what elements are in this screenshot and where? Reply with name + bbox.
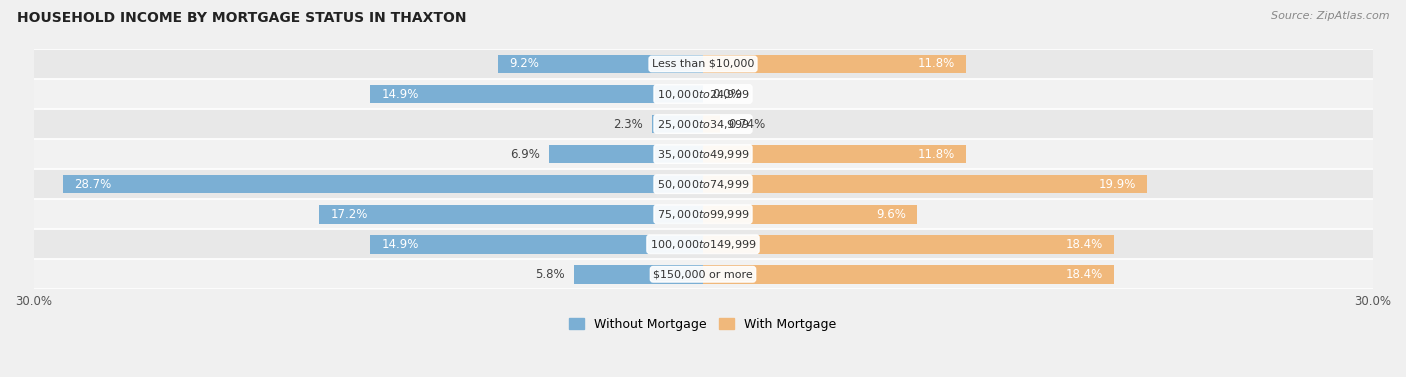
Text: 11.8%: 11.8%	[918, 57, 955, 70]
Text: 18.4%: 18.4%	[1066, 268, 1102, 281]
Bar	[34, 169, 1372, 199]
Text: $35,000 to $49,999: $35,000 to $49,999	[657, 147, 749, 161]
Text: $10,000 to $24,999: $10,000 to $24,999	[657, 87, 749, 101]
Bar	[34, 229, 1372, 259]
Text: 9.6%: 9.6%	[876, 208, 905, 221]
Bar	[703, 115, 720, 133]
Bar	[371, 235, 703, 254]
Bar	[703, 175, 1147, 193]
Bar	[498, 55, 703, 73]
Bar	[34, 109, 1372, 139]
Bar	[703, 55, 966, 73]
Bar	[651, 115, 703, 133]
Text: 9.2%: 9.2%	[509, 57, 538, 70]
Bar	[703, 265, 1114, 284]
Bar	[34, 49, 1372, 79]
Text: 6.9%: 6.9%	[510, 147, 540, 161]
Text: 28.7%: 28.7%	[73, 178, 111, 191]
Bar	[703, 145, 966, 163]
Text: 14.9%: 14.9%	[381, 238, 419, 251]
Bar	[319, 205, 703, 224]
Bar	[34, 139, 1372, 169]
Text: $100,000 to $149,999: $100,000 to $149,999	[650, 238, 756, 251]
Text: 14.9%: 14.9%	[381, 87, 419, 101]
Text: Source: ZipAtlas.com: Source: ZipAtlas.com	[1271, 11, 1389, 21]
Bar	[703, 205, 917, 224]
Text: HOUSEHOLD INCOME BY MORTGAGE STATUS IN THAXTON: HOUSEHOLD INCOME BY MORTGAGE STATUS IN T…	[17, 11, 467, 25]
Bar	[548, 145, 703, 163]
Bar	[34, 79, 1372, 109]
Bar	[62, 175, 703, 193]
Bar	[34, 259, 1372, 289]
Bar	[371, 85, 703, 103]
Text: 19.9%: 19.9%	[1098, 178, 1136, 191]
Text: 17.2%: 17.2%	[330, 208, 368, 221]
Text: 0.74%: 0.74%	[728, 118, 766, 130]
Bar	[574, 265, 703, 284]
Text: $75,000 to $99,999: $75,000 to $99,999	[657, 208, 749, 221]
Legend: Without Mortgage, With Mortgage: Without Mortgage, With Mortgage	[564, 313, 842, 336]
Text: $50,000 to $74,999: $50,000 to $74,999	[657, 178, 749, 191]
Bar	[703, 235, 1114, 254]
Text: 18.4%: 18.4%	[1066, 238, 1102, 251]
Bar	[34, 199, 1372, 229]
Text: $25,000 to $34,999: $25,000 to $34,999	[657, 118, 749, 130]
Text: 11.8%: 11.8%	[918, 147, 955, 161]
Text: 5.8%: 5.8%	[536, 268, 565, 281]
Text: 0.0%: 0.0%	[711, 87, 741, 101]
Text: $150,000 or more: $150,000 or more	[654, 269, 752, 279]
Text: 2.3%: 2.3%	[613, 118, 643, 130]
Text: Less than $10,000: Less than $10,000	[652, 59, 754, 69]
